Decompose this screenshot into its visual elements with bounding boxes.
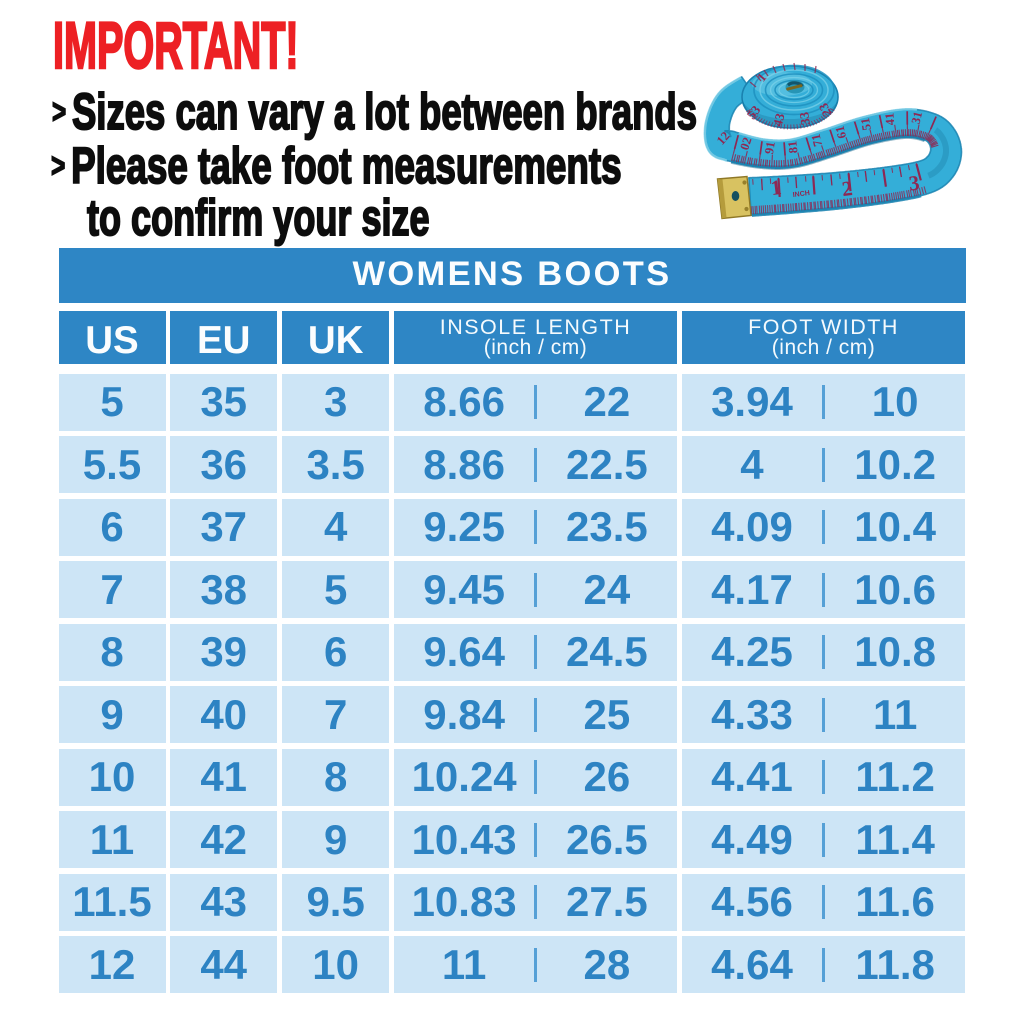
svg-text:2: 2 (840, 176, 853, 201)
svg-text:02: 02 (737, 136, 754, 152)
svg-text:81: 81 (785, 140, 800, 154)
svg-text:51: 51 (858, 117, 874, 132)
svg-text:61: 61 (833, 125, 850, 141)
svg-text:23: 23 (815, 100, 834, 119)
svg-text:91: 91 (762, 141, 778, 156)
svg-text:1: 1 (769, 175, 782, 200)
svg-text:31: 31 (909, 110, 926, 126)
svg-text:43: 43 (770, 111, 788, 128)
svg-text:INCH: INCH (792, 190, 810, 199)
svg-text:41: 41 (882, 112, 897, 126)
svg-text:3: 3 (907, 171, 920, 196)
svg-text:33: 33 (796, 111, 813, 126)
svg-text:71: 71 (809, 133, 825, 148)
